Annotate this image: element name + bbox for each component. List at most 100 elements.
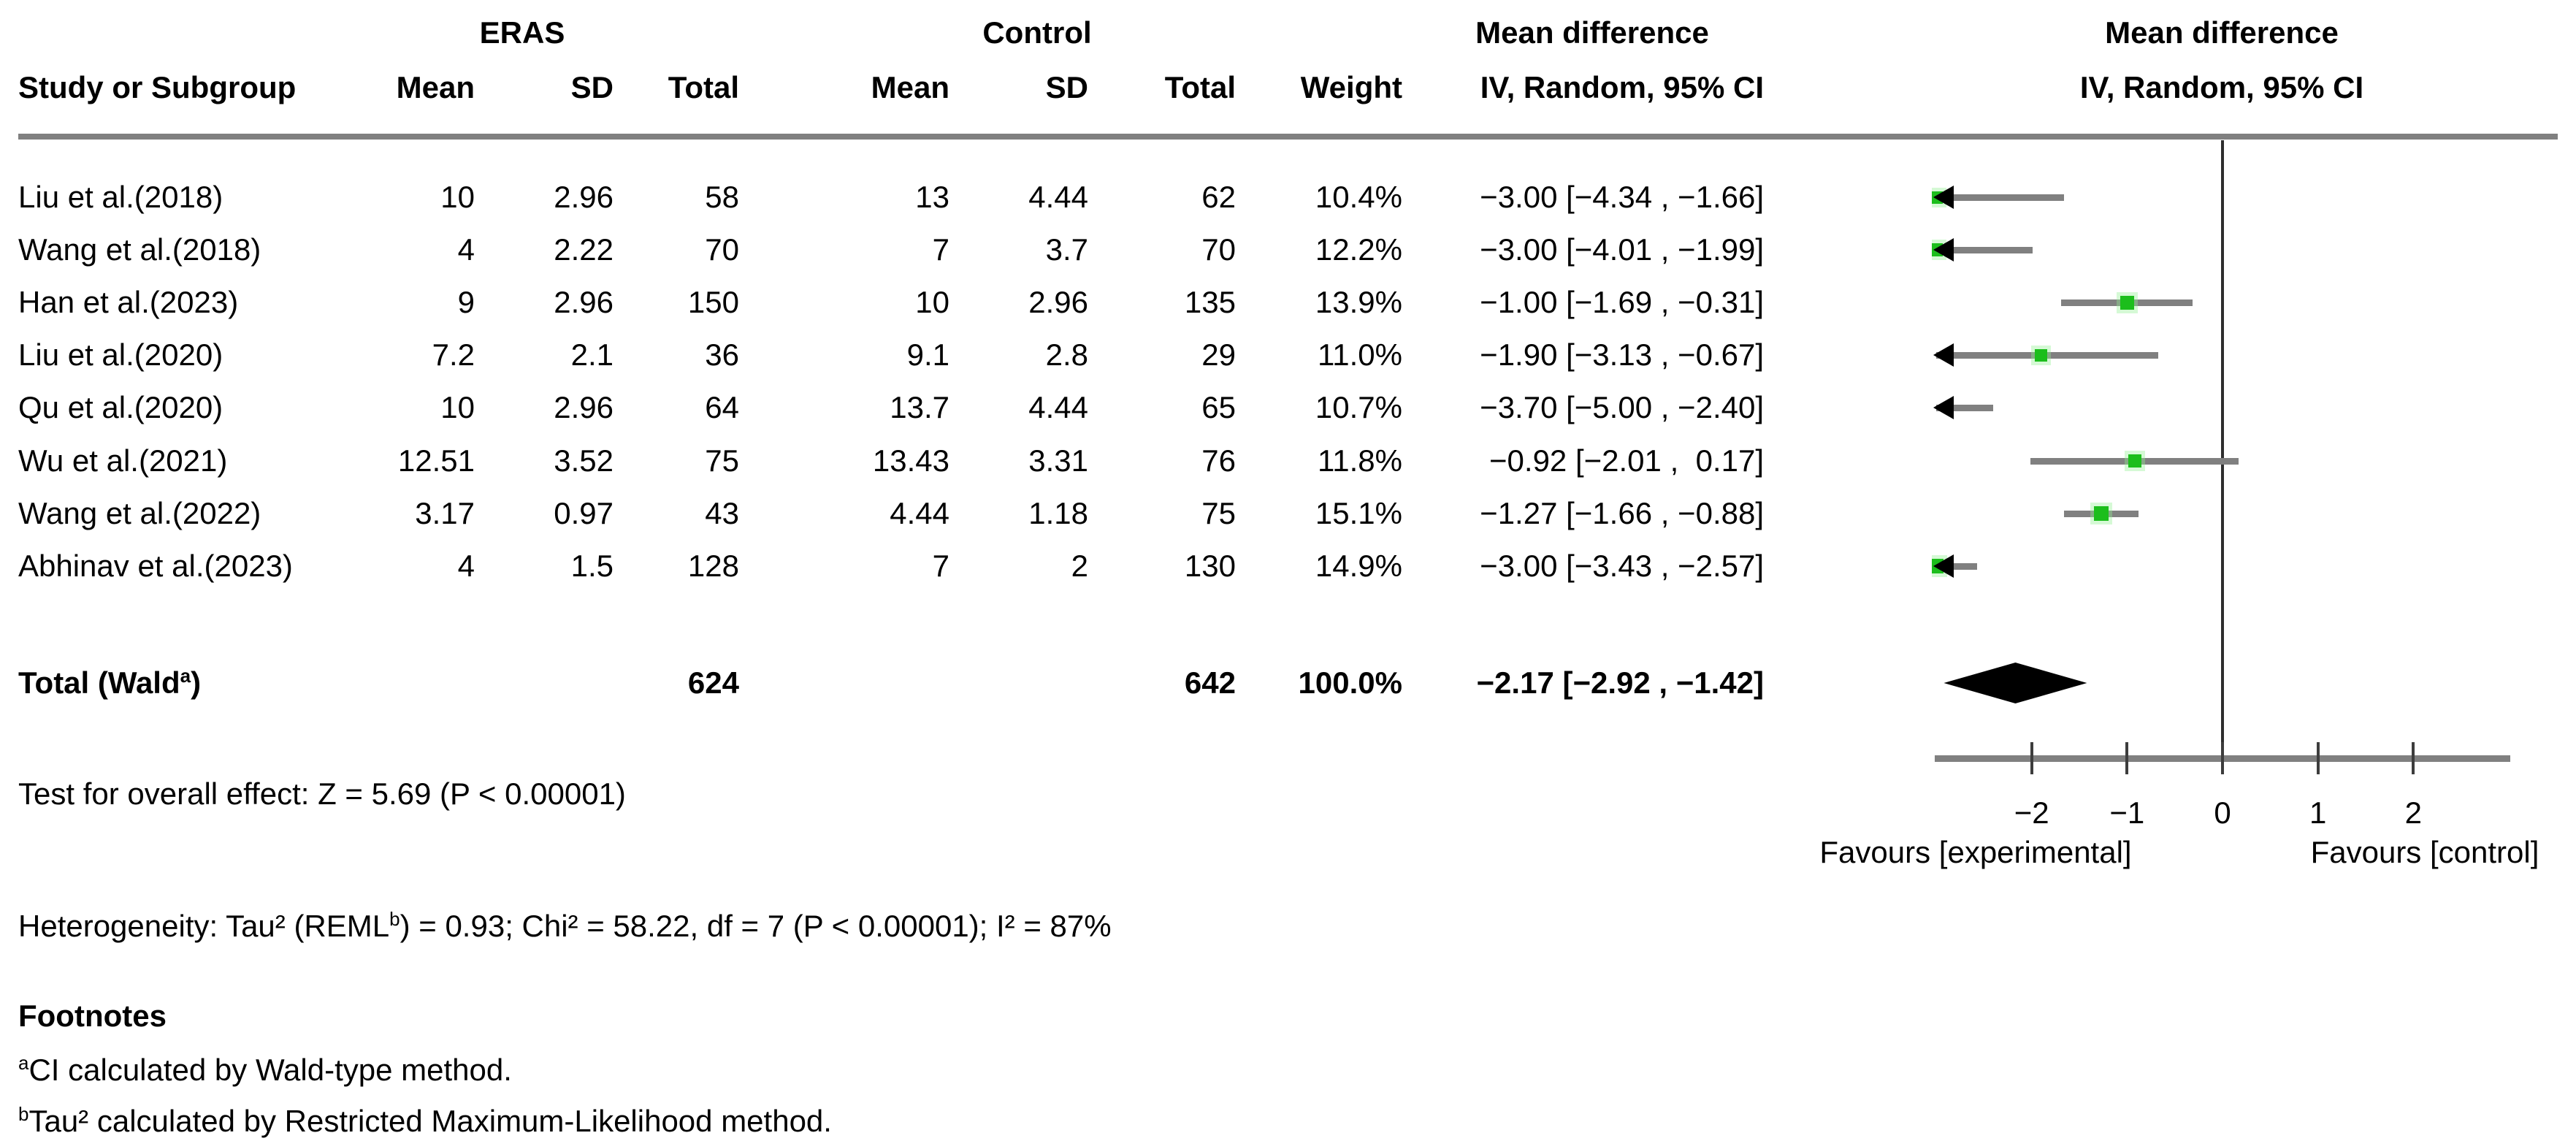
- cell-csd: 2.96: [1028, 285, 1088, 319]
- overall-effect-test: Test for overall effect: Z = 5.69 (P < 0…: [18, 776, 626, 811]
- footnotes-title: Footnotes: [18, 999, 167, 1033]
- col-header-weight: Weight: [1300, 70, 1402, 104]
- cell-weight: 11.0%: [1318, 337, 1402, 372]
- cell-sd: 0.97: [554, 496, 614, 530]
- ci-whisker: [1936, 352, 2159, 359]
- total-label-superscript: a: [180, 665, 191, 687]
- total-control-n: 642: [1184, 665, 1236, 700]
- cell-total: 58: [705, 180, 739, 214]
- header-separator-line: [18, 134, 2558, 140]
- point-estimate-square: [2094, 506, 2109, 521]
- cell-total: 43: [705, 496, 739, 530]
- ci-whisker: [1936, 247, 2033, 253]
- cell-ctotal: 29: [1201, 337, 1236, 372]
- heterogeneity-text: Heterogeneity: Tau² (REML: [18, 909, 390, 943]
- point-estimate-square: [2128, 454, 2141, 468]
- cell-total: 36: [705, 337, 739, 372]
- cell-ctotal: 75: [1201, 496, 1236, 530]
- x-axis-tick: [2030, 742, 2033, 774]
- study-label: Abhinav et al.(2023): [18, 549, 293, 583]
- footnote-b-superscript: b: [18, 1103, 29, 1125]
- cell-csd: 3.31: [1028, 443, 1088, 478]
- cell-mean: 10: [440, 180, 475, 214]
- study-label: Liu et al.(2020): [18, 337, 223, 372]
- ci-offscale-left-arrow: [1933, 186, 1954, 209]
- footnote-a-text: CI calculated by Wald-type method.: [28, 1053, 512, 1087]
- x-axis-tick: [2221, 742, 2224, 774]
- cell-ctotal: 62: [1201, 180, 1236, 214]
- cell-mean: 4: [457, 549, 475, 583]
- cell-cmean: 10: [915, 285, 949, 319]
- ci-offscale-left-arrow: [1933, 238, 1954, 262]
- favours-experimental-label: Favours [experimental]: [1819, 835, 2132, 869]
- cell-weight: 11.8%: [1318, 443, 1402, 478]
- col-header-study: Study or Subgroup: [18, 70, 297, 104]
- cell-total: 75: [705, 443, 739, 478]
- col-header-control-sd: SD: [1045, 70, 1088, 104]
- cell-ci: −3.00 [−4.01 , −1.99]: [1480, 232, 1764, 267]
- cell-cmean: 9.1: [906, 337, 949, 372]
- total-diamond: [1944, 663, 2087, 703]
- total-row-label: Total (Walda): [18, 665, 676, 701]
- cell-sd: 2.1: [570, 337, 614, 372]
- col-header-control-mean: Mean: [871, 70, 949, 104]
- cell-csd: 1.18: [1028, 496, 1088, 530]
- cell-weight: 12.2%: [1315, 232, 1402, 267]
- cell-weight: 13.9%: [1315, 285, 1402, 319]
- cell-ctotal: 130: [1184, 549, 1236, 583]
- ci-offscale-left-arrow: [1933, 554, 1954, 578]
- col-header-eras-mean: Mean: [396, 70, 475, 104]
- cell-cmean: 13: [915, 180, 949, 214]
- cell-sd: 2.22: [554, 232, 614, 267]
- cell-csd: 4.44: [1028, 390, 1088, 424]
- point-estimate-square: [2035, 348, 2048, 362]
- cell-ctotal: 65: [1201, 390, 1236, 424]
- cell-cmean: 13.7: [890, 390, 949, 424]
- group-header-control: Control: [982, 15, 1092, 50]
- group-header-mean-difference-text: Mean difference: [1475, 15, 1709, 50]
- cell-ctotal: 135: [1184, 285, 1236, 319]
- footnote-a: aCI calculated by Wald-type method.: [18, 1052, 1479, 1088]
- cell-mean: 12.51: [397, 443, 475, 478]
- cell-ci: −3.00 [−3.43 , −2.57]: [1480, 549, 1764, 583]
- total-weight: 100.0%: [1298, 665, 1402, 700]
- cell-mean: 3.17: [415, 496, 475, 530]
- study-label: Wang et al.(2018): [18, 232, 261, 267]
- total-eras-n: 624: [687, 665, 739, 700]
- heterogeneity-superscript: b: [389, 908, 400, 930]
- cell-csd: 4.44: [1028, 180, 1088, 214]
- col-header-ci-text: IV, Random, 95% CI: [1480, 70, 1764, 104]
- cell-mean: 9: [457, 285, 475, 319]
- cell-sd: 3.52: [554, 443, 614, 478]
- col-header-ci-plot: IV, Random, 95% CI: [2079, 70, 2364, 104]
- cell-ci: −3.00 [−4.34 , −1.66]: [1480, 180, 1764, 214]
- cell-ci: −1.90 [−3.13 , −0.67]: [1480, 337, 1764, 372]
- cell-ci: −3.70 [−5.00 , −2.40]: [1480, 390, 1764, 424]
- cell-sd: 2.96: [554, 390, 614, 424]
- cell-total: 150: [687, 285, 739, 319]
- cell-cmean: 7: [932, 549, 949, 583]
- cell-mean: 7.2: [432, 337, 475, 372]
- point-estimate-square: [2120, 295, 2134, 310]
- heterogeneity-stats: Heterogeneity: Tau² (REMLb) = 0.93; Chi²…: [18, 908, 1625, 945]
- total-ci: −2.17 [−2.92 , −1.42]: [1476, 665, 1764, 700]
- footnote-a-superscript: a: [18, 1052, 29, 1074]
- study-label: Qu et al.(2020): [18, 390, 223, 424]
- cell-ci: −1.27 [−1.66 , −0.88]: [1480, 496, 1764, 530]
- study-label: Wu et al.(2021): [18, 443, 228, 478]
- cell-weight: 10.7%: [1315, 390, 1402, 424]
- cell-sd: 2.96: [554, 285, 614, 319]
- cell-csd: 2: [1071, 549, 1088, 583]
- cell-total: 128: [687, 549, 739, 583]
- cell-ctotal: 76: [1201, 443, 1236, 478]
- footnote-b: bTau² calculated by Restricted Maximum-L…: [18, 1103, 1625, 1140]
- study-label: Liu et al.(2018): [18, 180, 223, 214]
- group-header-mean-difference-plot: Mean difference: [2105, 15, 2339, 50]
- cell-sd: 2.96: [554, 180, 614, 214]
- x-axis-tick-label: 0: [2214, 795, 2231, 830]
- ci-whisker: [1936, 405, 1994, 411]
- cell-sd: 1.5: [570, 549, 614, 583]
- cell-mean: 4: [457, 232, 475, 267]
- study-label: Han et al.(2023): [18, 285, 239, 319]
